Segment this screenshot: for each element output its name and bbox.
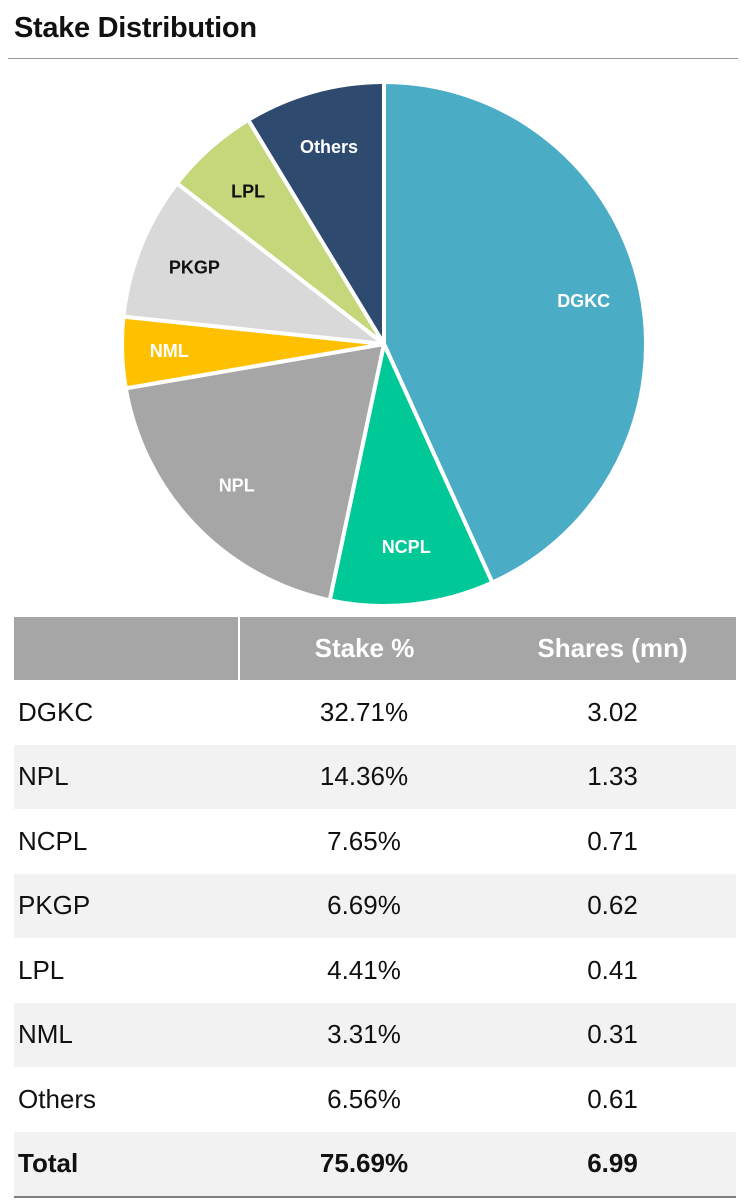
pie-chart: DGKC NCPL NPL NML PKGP LPL Others — [120, 80, 648, 608]
row-shares: 0.71 — [587, 825, 638, 856]
pie-slice-npl — [123, 342, 386, 603]
chart-title: Stake Distribution — [14, 12, 257, 44]
row-shares: 0.61 — [587, 1083, 638, 1114]
row-name: PKGP — [14, 873, 239, 938]
pie-label-lpl: LPL — [231, 181, 265, 201]
table-row: NML 3.31% 0.31 — [14, 1002, 736, 1067]
total-stake: 75.69% — [239, 1131, 489, 1198]
total-shares: 6.99 — [489, 1131, 736, 1198]
total-label: Total — [14, 1131, 239, 1198]
pie-label-dgkc: DGKC — [557, 291, 610, 311]
row-name: DGKC — [18, 696, 94, 727]
row-stake: 14.36% — [239, 744, 489, 809]
row-name: NML — [14, 1002, 239, 1067]
row-name: LPL — [18, 954, 65, 985]
stake-table: Stake % Shares (mn) DGKC 32.71% 3.02 NPL… — [14, 617, 736, 1198]
table-row: DGKC 32.71% 3.02 — [14, 680, 736, 745]
table-row: NPL 14.36% 1.33 — [14, 744, 736, 809]
row-name: Others — [18, 1083, 97, 1114]
pie-slice-pkgp — [121, 181, 386, 346]
row-stake: 32.71% — [319, 696, 409, 727]
row-name: NPL — [14, 744, 239, 809]
row-name: NCPL — [18, 825, 88, 856]
row-shares: 0.62 — [489, 873, 736, 938]
row-stake: 6.69% — [239, 873, 489, 938]
pie-slice-dgkc — [382, 80, 648, 585]
header-shares: Shares (mn) — [489, 617, 736, 680]
table-row: PKGP 6.69% 0.62 — [14, 873, 736, 938]
table-row: NCPL 7.65% 0.71 — [14, 809, 736, 874]
row-shares: 0.41 — [587, 954, 638, 985]
total-row: Total 75.69% 6.99 — [14, 1131, 736, 1198]
table-row: Others 6.56% 0.61 — [14, 1067, 736, 1132]
title-divider — [8, 58, 738, 59]
row-shares: 1.33 — [489, 744, 736, 809]
header-blank — [14, 617, 240, 680]
pie-label-others: Others — [300, 137, 358, 157]
row-shares: 0.31 — [489, 1002, 736, 1067]
pie-slice-others — [246, 80, 386, 346]
header-stake: Stake % — [239, 617, 489, 680]
row-stake: 6.56% — [327, 1083, 401, 1114]
row-stake: 3.31% — [239, 1002, 489, 1067]
row-stake: 7.65% — [327, 825, 401, 856]
pie-label-pkgp: PKGP — [169, 258, 220, 278]
row-stake: 4.41% — [327, 954, 401, 985]
table-row: LPL 4.41% 0.41 — [14, 938, 736, 1003]
pie-label-npl: NPL — [219, 476, 255, 496]
pie-label-ncpl: NCPL — [382, 537, 431, 557]
pie-label-nml: NML — [150, 341, 189, 361]
table-header-row: Stake % Shares (mn) — [14, 617, 736, 680]
row-shares: 3.02 — [587, 696, 638, 727]
